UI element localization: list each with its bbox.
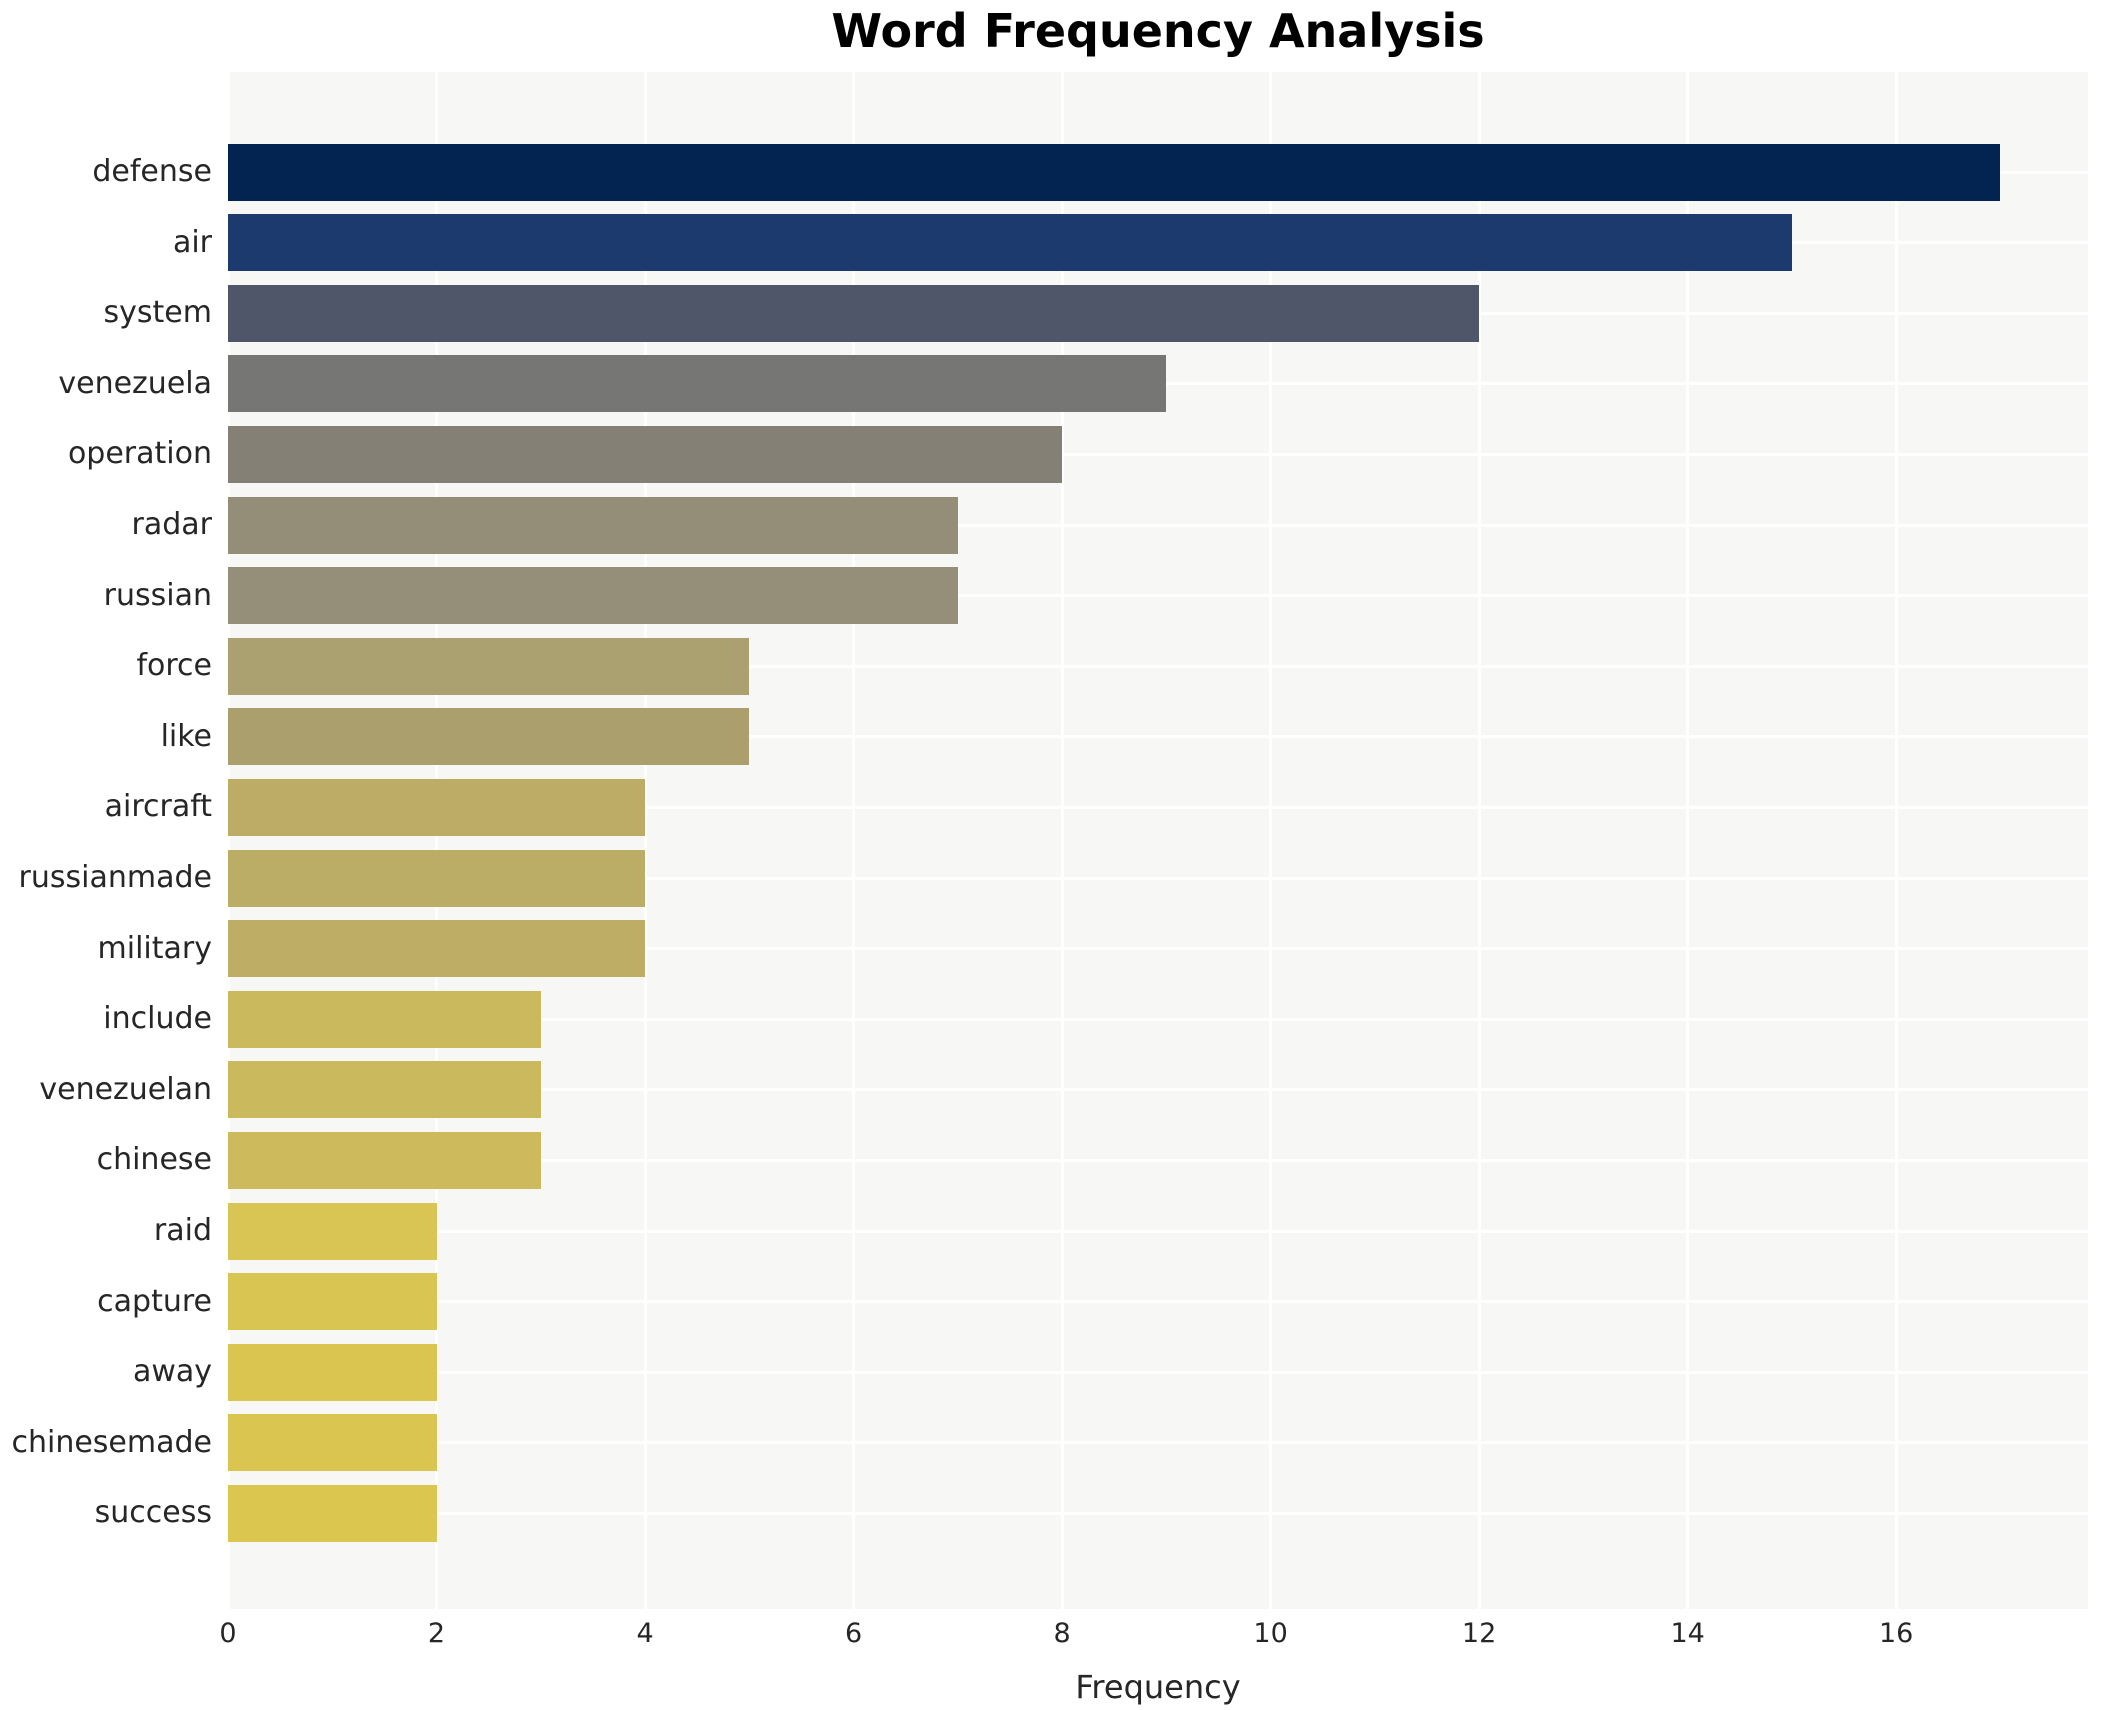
y-label-include: include [103, 1001, 212, 1037]
x-tick-label-12: 12 [1461, 1618, 1497, 1649]
gridline-y-away [228, 1370, 2088, 1374]
y-label-capture: capture [97, 1283, 212, 1319]
gridline-y-raid [228, 1229, 2088, 1233]
x-tick-label-2: 2 [427, 1618, 446, 1649]
y-label-air: air [172, 224, 212, 260]
gridline-y-russianmade [228, 876, 2088, 880]
bar-aircraft [228, 778, 646, 836]
gridline-y-chinese [228, 1158, 2088, 1162]
gridline-x-16 [1894, 72, 1898, 1609]
y-label-defense: defense [92, 154, 212, 189]
gridline-y-operation [228, 452, 2088, 456]
y-label-chinesemade: chinesemade [11, 1424, 212, 1460]
y-label-force: force [136, 648, 212, 684]
bar-chinesemade [228, 1414, 437, 1472]
bar-russian [228, 567, 958, 625]
bar-venezuelan [228, 1061, 541, 1119]
bar-military [228, 920, 646, 978]
gridline-x-0 [226, 72, 230, 1609]
gridline-x-12 [1477, 72, 1481, 1609]
y-label-raid: raid [153, 1213, 212, 1248]
gridline-x-4 [643, 72, 647, 1609]
bar-success [228, 1484, 437, 1542]
bar-system [228, 284, 1480, 342]
gridline-x-10 [1269, 72, 1273, 1609]
y-label-operation: operation [67, 436, 212, 472]
x-tick-label-10: 10 [1253, 1618, 1288, 1649]
gridline-y-force [228, 664, 2088, 668]
bar-chinese [228, 1131, 541, 1189]
chart-title: Word Frequency Analysis [831, 4, 1485, 58]
y-label-aircraft: aircraft [104, 789, 212, 825]
y-label-russian: russian [103, 577, 212, 613]
gridline-y-like [228, 735, 2088, 739]
y-label-venezuela: venezuela [58, 365, 212, 401]
bar-capture [228, 1273, 437, 1331]
y-label-chinese: chinese [96, 1142, 212, 1178]
x-axis-title: Frequency [1075, 1668, 1241, 1706]
y-label-success: success [94, 1495, 212, 1531]
bar-air [228, 214, 1792, 272]
gridline-y-capture [228, 1300, 2088, 1304]
gridline-y-include [228, 1017, 2088, 1021]
bar-defense [228, 143, 2001, 201]
x-tick-label-6: 6 [844, 1618, 863, 1649]
bar-operation [228, 425, 1063, 483]
x-tick-label-14: 14 [1670, 1618, 1705, 1649]
y-label-military: military [97, 930, 212, 966]
y-label-system: system [103, 295, 212, 331]
plot-area [226, 72, 2088, 1609]
gridline-y-radar [228, 523, 2088, 527]
x-tick-label-4: 4 [636, 1618, 654, 1649]
gridline-y-success [228, 1511, 2088, 1515]
bar-venezuela [228, 355, 1167, 413]
gridline-y-chinesemade [228, 1441, 2088, 1445]
gridline-y-russian [228, 594, 2088, 598]
bar-raid [228, 1202, 437, 1260]
gridline-y-military [228, 947, 2088, 951]
y-label-radar: radar [131, 507, 212, 542]
x-tick-label-16: 16 [1878, 1618, 1914, 1649]
bar-russianmade [228, 849, 646, 907]
gridline-y-aircraft [228, 805, 2088, 809]
gridline-x-6 [852, 72, 856, 1609]
y-label-like: like [160, 718, 212, 754]
x-tick-label-8: 8 [1053, 1618, 1071, 1649]
gridline-x-14 [1686, 72, 1690, 1609]
y-label-venezuelan: venezuelan [39, 1071, 212, 1107]
bar-force [228, 637, 750, 695]
bar-include [228, 990, 541, 1048]
bar-like [228, 708, 750, 766]
y-label-away: away [132, 1354, 212, 1390]
x-tick-label-0: 0 [219, 1618, 237, 1649]
gridline-x-2 [435, 72, 439, 1609]
gridline-y-venezuelan [228, 1088, 2088, 1092]
gridline-x-8 [1060, 72, 1064, 1609]
y-label-russianmade: russianmade [18, 860, 212, 895]
bar-radar [228, 496, 958, 554]
bar-away [228, 1343, 437, 1401]
